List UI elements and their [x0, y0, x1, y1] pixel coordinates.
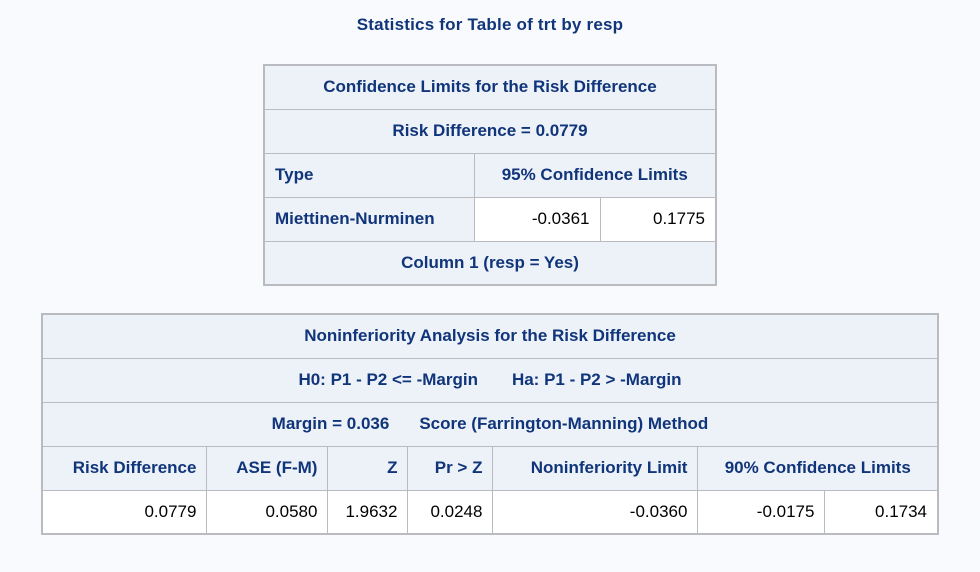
column-header-z: Z [327, 445, 409, 491]
margin-value: Margin = 0.036 [271, 414, 390, 433]
cell-z: 1.9632 [327, 489, 409, 535]
column-header-95-confidence-limits: 95% Confidence Limits [473, 152, 717, 198]
noninferiority-table: Noninferiority Analysis for the Risk Dif… [40, 313, 940, 535]
cell-cl-lower: -0.0361 [473, 196, 601, 242]
cell-cl-upper: 0.1775 [599, 196, 717, 242]
noninferiority-table-title: Noninferiority Analysis for the Risk Dif… [41, 313, 939, 359]
table-row: Column 1 (resp = Yes) [263, 240, 717, 286]
table-row: Risk Difference ASE (F-M) Z Pr > Z Nonin… [41, 445, 939, 491]
cell-noninferiority-limit: -0.0360 [492, 489, 699, 535]
table-row: 0.0779 0.0580 1.9632 0.0248 -0.0360 -0.0… [41, 489, 939, 535]
table-row: Miettinen-Nurminen -0.0361 0.1775 [263, 196, 717, 242]
column-header-90-confidence-limits: 90% Confidence Limits [697, 445, 939, 491]
column-header-type: Type [263, 152, 475, 198]
table-row: Risk Difference = 0.0779 [263, 108, 717, 154]
column-header-risk-difference: Risk Difference [41, 445, 208, 491]
table-row: Noninferiority Analysis for the Risk Dif… [41, 313, 939, 359]
margin-method-row: Margin = 0.036 Score (Farrington-Manning… [41, 401, 939, 447]
cell-ase: 0.0580 [206, 489, 329, 535]
row-header-miettinen-nurminen: Miettinen-Nurminen [263, 196, 475, 242]
column-header-pr-z: Pr > Z [407, 445, 494, 491]
table-row: Type 95% Confidence Limits [263, 152, 717, 198]
confidence-limits-table-title: Confidence Limits for the Risk Differenc… [263, 64, 717, 110]
cell-risk-difference: 0.0779 [41, 489, 208, 535]
column-header-ase: ASE (F-M) [206, 445, 329, 491]
null-hypothesis: H0: P1 - P2 <= -Margin [298, 370, 478, 389]
hypotheses-row: H0: P1 - P2 <= -Margin Ha: P1 - P2 > -Ma… [41, 357, 939, 403]
table-row: Confidence Limits for the Risk Differenc… [263, 64, 717, 110]
cell-90cl-upper: 0.1734 [824, 489, 939, 535]
column-header-noninferiority-limit: Noninferiority Limit [492, 445, 699, 491]
confidence-limits-table: Confidence Limits for the Risk Differenc… [263, 64, 717, 286]
table-row: H0: P1 - P2 <= -Margin Ha: P1 - P2 > -Ma… [41, 357, 939, 403]
cell-pr-z: 0.0248 [407, 489, 494, 535]
alt-hypothesis: Ha: P1 - P2 > -Margin [511, 370, 682, 389]
table-footer-column1: Column 1 (resp = Yes) [263, 240, 717, 286]
page-title: Statistics for Table of trt by resp [356, 15, 624, 34]
risk-difference-subtitle: Risk Difference = 0.0779 [263, 108, 717, 154]
method-name: Score (Farrington-Manning) Method [419, 414, 709, 433]
cell-90cl-lower: -0.0175 [697, 489, 826, 535]
table-row: Margin = 0.036 Score (Farrington-Manning… [41, 401, 939, 447]
